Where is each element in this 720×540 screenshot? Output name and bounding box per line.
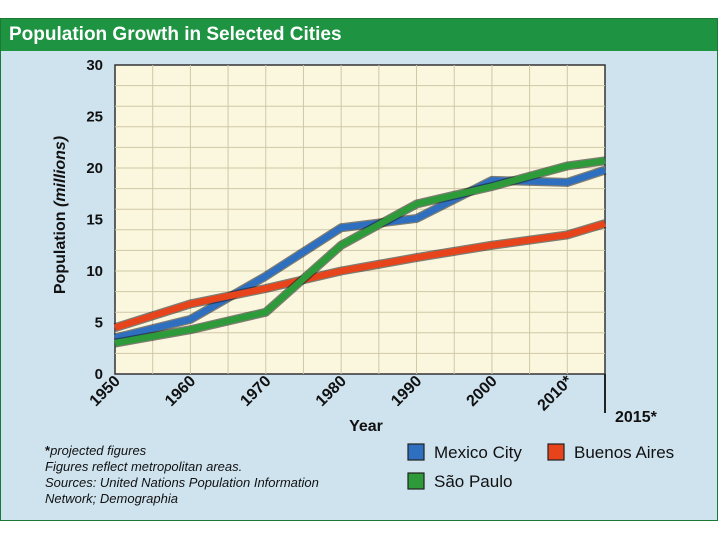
x-tick-label: 1970 bbox=[237, 373, 274, 410]
series-line bbox=[114, 157, 606, 347]
x-tick-label: 1950 bbox=[87, 373, 124, 410]
plot-area bbox=[114, 64, 606, 375]
note-projected-text: projected figures bbox=[50, 443, 147, 458]
y-tick-label: 10 bbox=[86, 263, 103, 280]
legend-label: Buenos Aires bbox=[574, 443, 674, 462]
chart-title: Population Growth in Selected Cities bbox=[9, 24, 342, 45]
series-group bbox=[113, 156, 607, 348]
series-line bbox=[114, 220, 606, 331]
x-tick-label: 1980 bbox=[313, 373, 350, 410]
y-tick-label: 5 bbox=[95, 315, 103, 332]
y-axis-title-unit: (millions) bbox=[52, 136, 69, 207]
x-tick-label: 1960 bbox=[162, 373, 199, 410]
note-projected: *projected figures bbox=[45, 443, 319, 459]
y-tick-label: 15 bbox=[86, 212, 103, 229]
legend-label: Mexico City bbox=[434, 443, 522, 462]
chart-notes: *projected figures Figures reflect metro… bbox=[45, 443, 319, 507]
y-tick-label: 30 bbox=[86, 57, 103, 74]
x-tick-label: 2000 bbox=[464, 373, 501, 410]
note-asterisk: * bbox=[45, 443, 51, 458]
legend-swatch bbox=[547, 443, 565, 461]
x-tick-label: 1990 bbox=[388, 373, 425, 410]
note-sources-line1: Sources: United Nations Population Infor… bbox=[45, 475, 319, 490]
y-ticks: 0 5 10 15 20 25 30 bbox=[86, 57, 103, 383]
x-tick-label: 2015* bbox=[615, 409, 658, 426]
x-axis-title: Year bbox=[349, 418, 383, 435]
y-tick-label: 20 bbox=[86, 160, 103, 177]
note-metro: Figures reflect metropolitan areas. bbox=[45, 459, 243, 474]
y-axis-title-group: Population (millions) bbox=[52, 136, 69, 294]
y-tick-label: 0 bbox=[95, 366, 103, 383]
note-sources-line2: Network; Demographia bbox=[45, 491, 178, 506]
title-bar: Population Growth in Selected Cities bbox=[1, 19, 717, 51]
legend: Mexico City Buenos Aires São Paulo bbox=[407, 443, 674, 491]
y-axis-title-main: Population bbox=[52, 211, 69, 294]
grid bbox=[115, 65, 605, 374]
legend-swatch bbox=[407, 443, 425, 461]
y-axis-title: Population (millions) bbox=[52, 136, 69, 294]
legend-swatch bbox=[407, 472, 425, 490]
y-tick-label: 25 bbox=[86, 109, 103, 126]
legend-label: São Paulo bbox=[434, 472, 512, 491]
x-tick-label: 2010* bbox=[535, 372, 577, 414]
